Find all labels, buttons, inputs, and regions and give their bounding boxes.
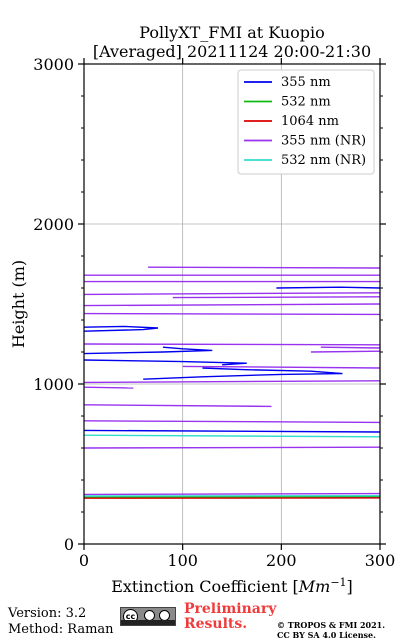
series-3-segment-13 xyxy=(172,296,381,299)
series-0-segment-1 xyxy=(83,429,381,433)
series-3 xyxy=(83,266,381,496)
legend-label-3: 355 nm (NR) xyxy=(281,134,366,149)
legend-label-4: 532 nm (NR) xyxy=(281,153,366,168)
copyright-note: © TROPOS & FMI 2021. CC BY SA 4.0 Licens… xyxy=(277,620,385,640)
x-axis-label: Extinction Coefficient [Mm−1] xyxy=(111,576,353,596)
tick-labels: 0 1000 2000 3000 0 100 200 300 xyxy=(33,55,395,570)
series-3-segment-11 xyxy=(83,303,381,307)
x-tick-label-2: 200 xyxy=(266,551,297,570)
series-3-segment-12 xyxy=(83,292,381,296)
preliminary-results-note: Preliminary Results. xyxy=(184,602,276,632)
cc-license-badge: cc xyxy=(120,607,176,626)
x-tick-label-3: 300 xyxy=(365,551,396,570)
series-3-segment-9 xyxy=(320,346,381,349)
series-3-segment-6 xyxy=(182,365,381,369)
legend-label-2: 1064 nm xyxy=(281,114,339,129)
series-0-segment-2 xyxy=(143,367,343,380)
y-tick-label-2: 2000 xyxy=(33,215,74,234)
series-3-segment-10 xyxy=(83,312,381,316)
plot-frame xyxy=(83,63,381,545)
chart-title-line1: PollyXT_FMI at Kuopio xyxy=(139,23,325,42)
series-3-segment-3 xyxy=(83,404,272,408)
series-1-segment-0 xyxy=(83,495,381,498)
series-3-segment-0 xyxy=(83,492,381,496)
extinction-profile-chart: PollyXT_FMI at Kuopio [Averaged] 2021112… xyxy=(9,23,395,596)
x-tick-label-1: 100 xyxy=(167,551,198,570)
y-tick-label-1: 1000 xyxy=(33,375,74,394)
legend: 355 nm 532 nm 1064 nm 355 nm (NR) 532 nm (NR… xyxy=(237,69,375,175)
series-3-segment-2 xyxy=(83,420,381,424)
series-4-segment-0 xyxy=(83,434,381,438)
series-4 xyxy=(83,434,381,497)
series-0 xyxy=(83,286,381,499)
series-1 xyxy=(83,495,381,498)
series-3-segment-4 xyxy=(83,386,134,389)
series-0-segment-3 xyxy=(83,359,247,366)
x-tick-label-0: 0 xyxy=(79,551,89,570)
chart-title-line2: [Averaged] 20211124 20:00-21:30 xyxy=(93,42,371,61)
method-label: Method: Raman xyxy=(8,622,114,637)
series-0-segment-5 xyxy=(83,325,159,332)
y-tick-label-0: 0 xyxy=(64,535,74,554)
series-3-segment-16 xyxy=(148,266,381,269)
axis-ticks xyxy=(78,58,386,550)
series-3-segment-8 xyxy=(310,350,381,353)
series-3-segment-7 xyxy=(83,343,381,346)
series-3-segment-1 xyxy=(83,446,381,449)
legend-box xyxy=(237,69,375,175)
prelim-line1: Preliminary xyxy=(184,601,277,617)
y-axis-label: Height (m) xyxy=(9,260,28,348)
series-layer xyxy=(83,266,381,499)
series-0-segment-4 xyxy=(83,346,213,355)
version-label: Version: 3.2 xyxy=(8,606,87,621)
series-3-segment-5 xyxy=(83,380,381,384)
series-0-segment-6 xyxy=(276,286,381,289)
legend-label-1: 532 nm xyxy=(281,95,331,110)
copyright-line1: © TROPOS & FMI 2021. xyxy=(277,620,386,630)
copyright-line2: CC BY SA 4.0 License. xyxy=(277,630,376,640)
prelim-line2: Results. xyxy=(184,616,248,632)
y-tick-label-3: 3000 xyxy=(33,55,74,74)
legend-label-0: 355 nm xyxy=(281,75,331,90)
